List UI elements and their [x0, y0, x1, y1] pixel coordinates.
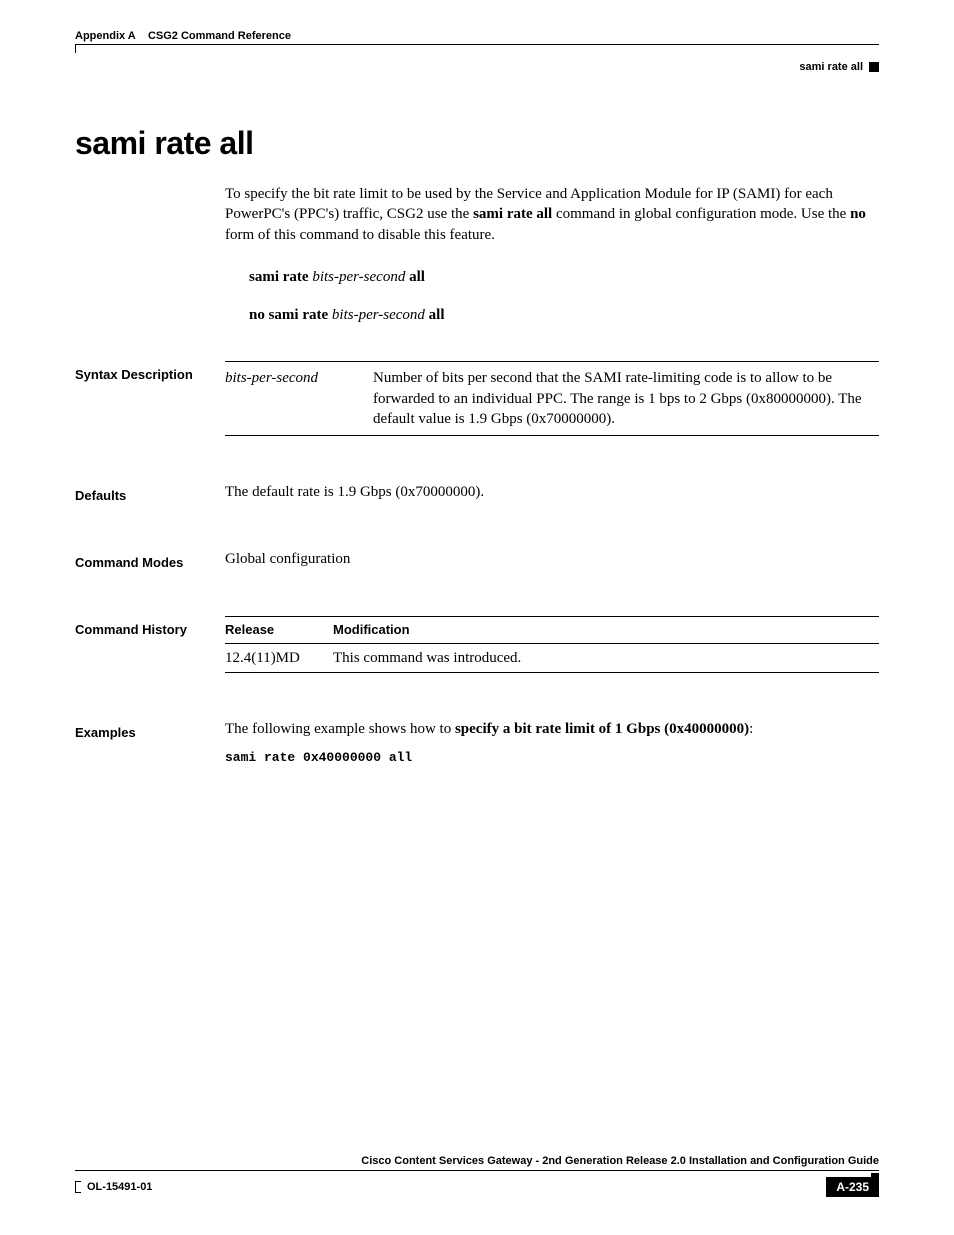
footer-doc-number: OL-15491-01 — [87, 1181, 152, 1193]
header-section-name: sami rate all — [799, 61, 863, 73]
page-header: Appendix A CSG2 Command Reference — [75, 30, 879, 44]
defaults-body: The default rate is 1.9 Gbps (0x70000000… — [225, 482, 879, 503]
syntax-description-section: Syntax Description bits-per-second Numbe… — [75, 361, 879, 436]
syntax-param-desc: Number of bits per second that the SAMI … — [373, 368, 879, 429]
syntax-block: sami rate bits-per-second all no sami ra… — [249, 267, 879, 326]
example-intro-p1: The following example shows how to — [225, 721, 455, 737]
syntax1-b2: all — [409, 269, 425, 285]
syntax-line-1: sami rate bits-per-second all — [249, 267, 879, 287]
header-left: Appendix A CSG2 Command Reference — [75, 30, 291, 42]
examples-body: The following example shows how to speci… — [225, 719, 879, 767]
syntax1-b1: sami rate — [249, 269, 312, 285]
command-history-body: Release Modification 12.4(11)MD This com… — [225, 616, 879, 673]
header-rule — [75, 44, 879, 45]
page-footer: Cisco Content Services Gateway - 2nd Gen… — [75, 1155, 879, 1197]
history-cell-modification: This command was introduced. — [333, 648, 879, 668]
content-area: sami rate all To specify the bit rate li… — [75, 125, 879, 767]
examples-label: Examples — [75, 719, 225, 767]
footer-left-bracket-icon — [75, 1181, 81, 1193]
footer-guide-title: Cisco Content Services Gateway - 2nd Gen… — [75, 1155, 879, 1171]
header-rule-tick — [75, 45, 76, 53]
example-intro-p2: : — [749, 721, 753, 737]
header-square-icon — [869, 62, 879, 72]
command-title: sami rate all — [75, 125, 879, 162]
syntax-table: bits-per-second Number of bits per secon… — [225, 361, 879, 436]
footer-guide-title-text: Cisco Content Services Gateway - 2nd Gen… — [361, 1155, 879, 1167]
example-intro: The following example shows how to speci… — [225, 719, 879, 739]
command-history-section: Command History Release Modification 12.… — [75, 616, 879, 673]
history-table-row: 12.4(11)MD This command was introduced. — [225, 644, 879, 673]
page-container: Appendix A CSG2 Command Reference sami r… — [0, 0, 954, 767]
syntax-description-body: bits-per-second Number of bits per secon… — [225, 361, 879, 436]
header-doc-title: CSG2 Command Reference — [148, 30, 291, 42]
history-col-modification: Modification — [333, 621, 879, 639]
intro-paragraph: To specify the bit rate limit to be used… — [225, 184, 879, 245]
command-modes-label: Command Modes — [75, 549, 225, 570]
history-cell-release: 12.4(11)MD — [225, 648, 333, 668]
history-col-release: Release — [225, 621, 333, 639]
defaults-section: Defaults The default rate is 1.9 Gbps (0… — [75, 482, 879, 503]
syntax-table-row: bits-per-second Number of bits per secon… — [225, 362, 879, 435]
defaults-label: Defaults — [75, 482, 225, 503]
intro-bold-2: no — [850, 206, 866, 222]
syntax2-b2: all — [429, 307, 445, 323]
intro-text-3: form of this command to disable this fea… — [225, 227, 495, 243]
header-appendix: Appendix A — [75, 30, 136, 42]
syntax-description-label: Syntax Description — [75, 361, 225, 436]
syntax-line-2: no sami rate bits-per-second all — [249, 305, 879, 325]
subheader-row: sami rate all — [75, 61, 879, 73]
example-code: sami rate 0x40000000 all — [225, 749, 879, 767]
history-table: Release Modification 12.4(11)MD This com… — [225, 616, 879, 673]
history-table-header: Release Modification — [225, 616, 879, 644]
intro-bold-1: sami rate all — [473, 206, 552, 222]
syntax2-i1: bits-per-second — [332, 307, 429, 323]
command-history-label: Command History — [75, 616, 225, 673]
command-modes-body: Global configuration — [225, 549, 879, 570]
examples-section: Examples The following example shows how… — [75, 719, 879, 767]
footer-square-icon — [871, 1173, 879, 1181]
intro-text-2: command in global configuration mode. Us… — [552, 206, 850, 222]
command-modes-section: Command Modes Global configuration — [75, 549, 879, 570]
intro-block: To specify the bit rate limit to be used… — [225, 184, 879, 325]
syntax-param-name: bits-per-second — [225, 368, 373, 429]
syntax1-i1: bits-per-second — [312, 269, 409, 285]
footer-row: OL-15491-01 A-235 — [75, 1177, 879, 1197]
syntax2-b1: no sami rate — [249, 307, 332, 323]
footer-left: OL-15491-01 — [75, 1181, 152, 1193]
example-intro-b1: specify a bit rate limit of 1 Gbps (0x40… — [455, 721, 749, 737]
